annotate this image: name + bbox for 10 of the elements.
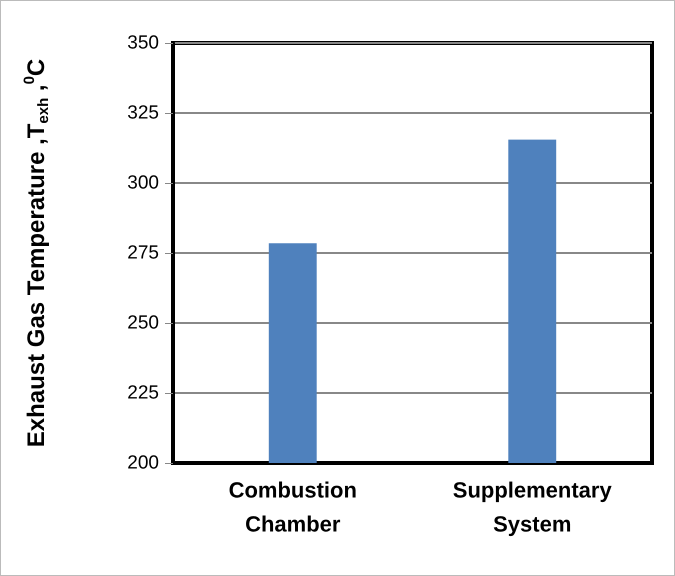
x-tick-label: Combustion Chamber — [228, 478, 357, 536]
y-tick-label: 250 — [127, 312, 159, 334]
y-tick-label: 275 — [127, 242, 159, 264]
y-axis-title: Exhaust Gas Temperature ,Texh ,0C — [21, 58, 52, 448]
y-tick-label: 300 — [127, 172, 159, 194]
y-tick-label: 350 — [127, 32, 159, 54]
x-tick-label: Supplementary System — [452, 478, 612, 536]
y-tick-label: 325 — [127, 102, 159, 124]
y-tick-label: 200 — [127, 452, 159, 474]
y-tick-label: 225 — [127, 382, 159, 404]
